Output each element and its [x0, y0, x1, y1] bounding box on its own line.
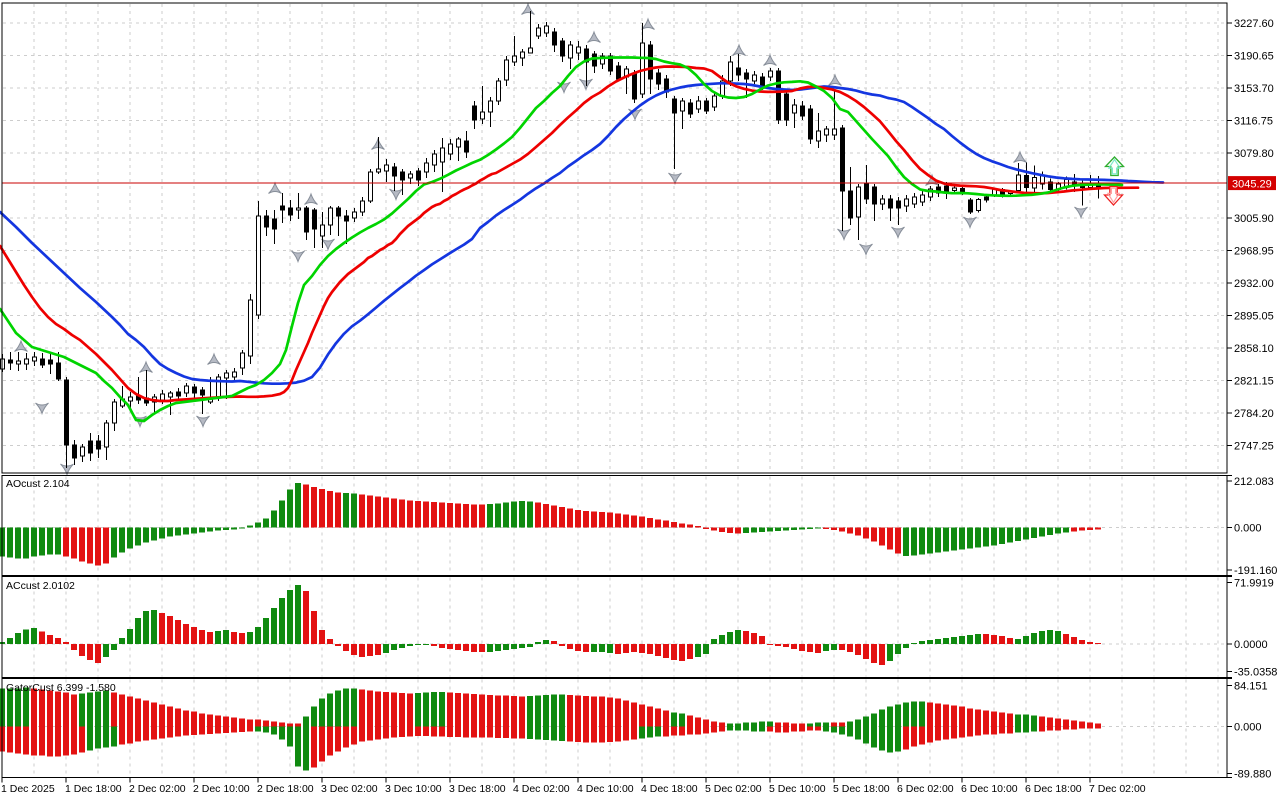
svg-text:5 Dec 02:00: 5 Dec 02:00: [705, 783, 762, 795]
svg-text:5 Dec 18:00: 5 Dec 18:00: [833, 783, 890, 795]
svg-text:0.000: 0.000: [1234, 722, 1262, 734]
svg-text:4 Dec 18:00: 4 Dec 18:00: [641, 783, 698, 795]
svg-text:2932.00: 2932.00: [1234, 278, 1274, 290]
svg-text:1 Dec 2025: 1 Dec 2025: [1, 783, 55, 795]
svg-text:2 Dec 10:00: 2 Dec 10:00: [193, 783, 250, 795]
svg-text:2968.95: 2968.95: [1234, 245, 1274, 257]
svg-text:3005.90: 3005.90: [1234, 213, 1274, 225]
svg-text:4 Dec 02:00: 4 Dec 02:00: [513, 783, 570, 795]
svg-text:6 Dec 02:00: 6 Dec 02:00: [897, 783, 954, 795]
svg-text:7 Dec 02:00: 7 Dec 02:00: [1089, 783, 1146, 795]
svg-text:2 Dec 18:00: 2 Dec 18:00: [257, 783, 314, 795]
svg-text:2 Dec 02:00: 2 Dec 02:00: [129, 783, 186, 795]
svg-text:2747.25: 2747.25: [1234, 440, 1274, 452]
svg-text:3 Dec 10:00: 3 Dec 10:00: [385, 783, 442, 795]
svg-text:ACcust 2.0102: ACcust 2.0102: [6, 580, 75, 592]
svg-text:2895.05: 2895.05: [1234, 310, 1274, 322]
svg-text:AOcust 2.104: AOcust 2.104: [6, 478, 70, 490]
svg-text:6 Dec 18:00: 6 Dec 18:00: [1025, 783, 1082, 795]
svg-text:71.9919: 71.9919: [1234, 578, 1274, 590]
svg-text:212.083: 212.083: [1234, 476, 1274, 488]
svg-text:4 Dec 10:00: 4 Dec 10:00: [577, 783, 634, 795]
svg-text:3116.75: 3116.75: [1234, 115, 1273, 127]
svg-text:2784.20: 2784.20: [1234, 408, 1274, 420]
svg-text:3079.80: 3079.80: [1234, 148, 1274, 160]
svg-text:3227.60: 3227.60: [1234, 18, 1274, 30]
svg-text:0.0000: 0.0000: [1234, 639, 1268, 651]
svg-text:6 Dec 10:00: 6 Dec 10:00: [961, 783, 1018, 795]
svg-text:1 Dec 18:00: 1 Dec 18:00: [65, 783, 122, 795]
svg-text:3 Dec 18:00: 3 Dec 18:00: [449, 783, 506, 795]
svg-text:-89.880: -89.880: [1234, 769, 1271, 781]
svg-text:3153.70: 3153.70: [1234, 83, 1274, 95]
svg-text:5 Dec 10:00: 5 Dec 10:00: [769, 783, 826, 795]
svg-text:-191.160: -191.160: [1234, 565, 1277, 577]
svg-text:3 Dec 02:00: 3 Dec 02:00: [321, 783, 378, 795]
svg-text:0.000: 0.000: [1234, 523, 1262, 535]
svg-text:84.151: 84.151: [1234, 681, 1268, 693]
svg-text:-35.0358: -35.0358: [1234, 667, 1277, 679]
svg-text:2821.15: 2821.15: [1234, 375, 1274, 387]
svg-text:GatorCust 6.399 -1.580: GatorCust 6.399 -1.580: [6, 682, 116, 694]
svg-text:3190.65: 3190.65: [1234, 50, 1274, 62]
svg-text:3045.29: 3045.29: [1232, 178, 1272, 190]
svg-text:2858.10: 2858.10: [1234, 343, 1274, 355]
